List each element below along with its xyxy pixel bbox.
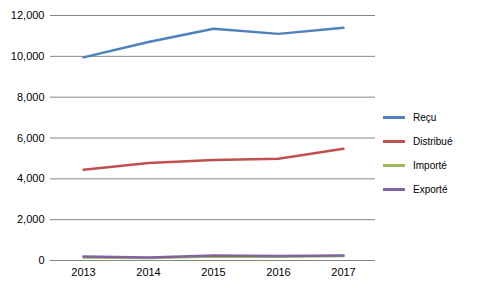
svg-text:2,000: 2,000 <box>17 213 45 225</box>
svg-text:2017: 2017 <box>331 266 355 278</box>
html-text:Exporté: Exporté <box>413 183 448 195</box>
html-text:Importé: Importé <box>413 159 447 171</box>
svg-text:8,000: 8,000 <box>17 91 45 103</box>
svg-text:2013: 2013 <box>71 266 95 278</box>
html-text:Reçu: Reçu <box>413 111 437 123</box>
svg-text:0: 0 <box>38 254 44 266</box>
html-text:Distribué: Distribué <box>413 135 453 147</box>
svg-text:10,000: 10,000 <box>11 50 45 62</box>
svg-text:2014: 2014 <box>136 266 160 278</box>
svg-text:12,000: 12,000 <box>11 9 45 21</box>
svg-text:2015: 2015 <box>201 266 225 278</box>
svg-text:4,000: 4,000 <box>17 172 45 184</box>
svg-text:6,000: 6,000 <box>17 132 45 144</box>
svg-text:2016: 2016 <box>266 266 290 278</box>
